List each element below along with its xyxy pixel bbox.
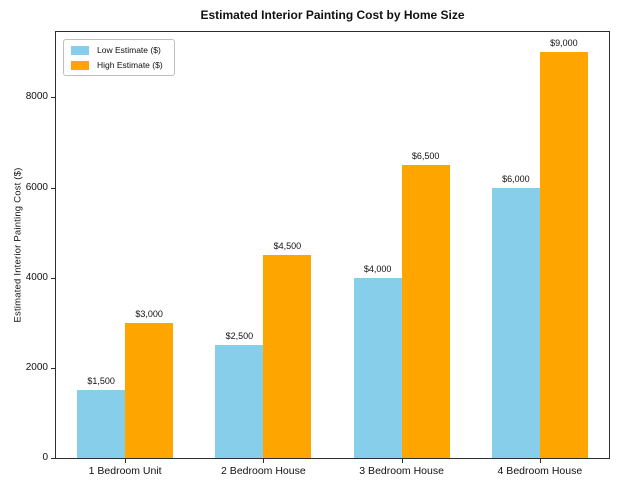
bar-low-3-bedroom-house xyxy=(353,278,402,458)
low-estimate-swatch-icon xyxy=(71,45,89,55)
y-tick-label-8000: 8000 xyxy=(25,91,48,102)
bar-value-label-high-2-bedroom-house: $4,500 xyxy=(273,241,302,251)
x-tick-mark xyxy=(539,459,541,463)
x-tick-mark xyxy=(401,459,403,463)
y-tick-mark xyxy=(51,278,55,279)
high-estimate-swatch-icon xyxy=(71,60,89,70)
y-tick-label-4000: 4000 xyxy=(25,272,48,283)
x-tick-mark xyxy=(125,459,127,463)
bar-value-label-low-4-bedroom-house: $6,000 xyxy=(502,174,530,184)
chart-title: Estimated Interior Painting Cost by Home… xyxy=(200,8,465,22)
legend-label-high-estimate: High Estimate ($) xyxy=(97,60,163,70)
bar-value-label-high-4-bedroom-house: $9,000 xyxy=(550,38,578,48)
x-tick-mark xyxy=(263,459,265,463)
y-tick-mark xyxy=(51,368,55,369)
y-tick-mark xyxy=(51,188,55,189)
x-tick-label-4-bedroom-house: 4 Bedroom House xyxy=(497,465,583,477)
bar-value-label-high-3-bedroom-house: $6,500 xyxy=(411,151,440,161)
bar-low-1-bedroom-unit xyxy=(77,390,126,458)
bar-high-1-bedroom-unit xyxy=(125,323,174,458)
bar-high-3-bedroom-house xyxy=(401,165,450,458)
x-tick-label-1-bedroom-unit: 1 Bedroom Unit xyxy=(88,465,162,477)
bar-value-label-low-3-bedroom-house: $4,000 xyxy=(363,264,392,274)
y-tick-mark xyxy=(51,458,55,459)
legend: Low Estimate ($) High Estimate ($) xyxy=(63,39,175,76)
x-tick-label-2-bedroom-house: 2 Bedroom House xyxy=(221,465,306,477)
bar-low-2-bedroom-house xyxy=(215,345,264,458)
plot-area: Low Estimate ($) High Estimate ($) $1,50… xyxy=(55,31,610,459)
bar-low-4-bedroom-house xyxy=(491,188,540,458)
bar-value-label-low-2-bedroom-house: $2,500 xyxy=(225,331,254,341)
legend-item-high-estimate: High Estimate ($) xyxy=(71,60,163,70)
bar-value-label-low-1-bedroom-unit: $1,500 xyxy=(87,376,115,386)
y-tick-label-6000: 6000 xyxy=(25,182,48,193)
bar-high-2-bedroom-house xyxy=(263,255,312,458)
legend-label-low-estimate: Low Estimate ($) xyxy=(97,45,161,55)
bar-value-label-high-1-bedroom-unit: $3,000 xyxy=(135,309,163,319)
y-tick-label-0: 0 xyxy=(42,452,48,463)
y-tick-label-2000: 2000 xyxy=(25,362,48,373)
x-tick-label-3-bedroom-house: 3 Bedroom House xyxy=(359,465,444,477)
legend-item-low-estimate: Low Estimate ($) xyxy=(71,45,163,55)
bar-high-4-bedroom-house xyxy=(539,52,588,458)
y-tick-mark xyxy=(51,97,55,98)
